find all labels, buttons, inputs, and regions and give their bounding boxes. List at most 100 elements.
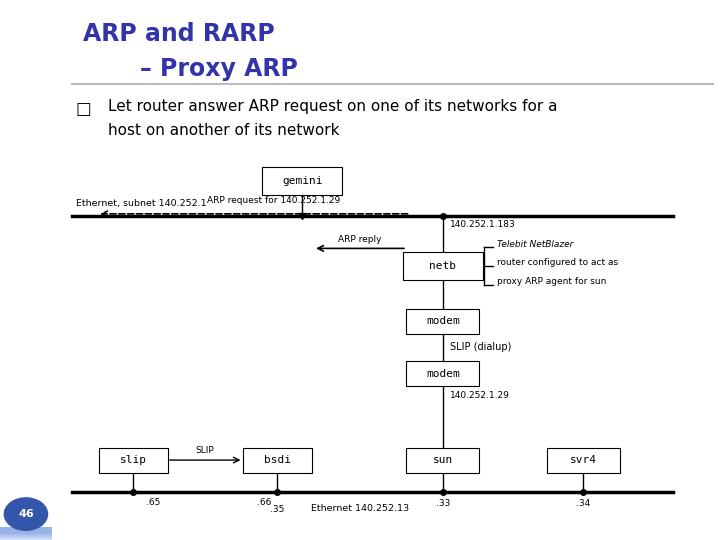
Bar — [0, 530, 52, 536]
FancyBboxPatch shape — [243, 448, 312, 472]
Text: .33: .33 — [436, 499, 450, 508]
Text: □: □ — [76, 100, 91, 118]
Text: .35: .35 — [270, 505, 284, 515]
Bar — [0, 529, 52, 536]
Bar — [0, 528, 52, 535]
Bar — [0, 532, 52, 539]
Bar — [0, 531, 52, 537]
Bar — [0, 530, 52, 537]
Bar — [0, 530, 52, 537]
Text: ARP request for 140.252.1.29: ARP request for 140.252.1.29 — [207, 196, 341, 205]
Bar — [0, 529, 52, 536]
Bar — [0, 529, 52, 536]
Bar — [0, 532, 52, 539]
Bar — [0, 533, 52, 540]
Bar — [0, 526, 52, 534]
Bar — [0, 527, 52, 534]
Bar — [0, 528, 52, 535]
Bar — [0, 526, 52, 534]
Bar — [0, 530, 52, 537]
Text: netb: netb — [429, 261, 456, 271]
Text: slip: slip — [120, 455, 147, 465]
Text: 140.252.1.29: 140.252.1.29 — [450, 391, 510, 400]
Bar — [0, 529, 52, 536]
Bar — [0, 533, 52, 539]
Bar — [0, 529, 52, 536]
Bar — [0, 528, 52, 535]
Text: host on another of its network: host on another of its network — [108, 123, 340, 138]
Text: Telebit NetBlazer: Telebit NetBlazer — [498, 240, 574, 248]
Text: .66: .66 — [257, 498, 271, 507]
Bar — [0, 532, 52, 539]
FancyBboxPatch shape — [403, 252, 482, 280]
Bar — [0, 528, 52, 535]
FancyBboxPatch shape — [406, 448, 480, 472]
Bar — [0, 530, 52, 536]
Text: 46: 46 — [18, 509, 34, 519]
Text: sun: sun — [433, 455, 453, 465]
Bar — [0, 532, 52, 539]
Text: SLIP: SLIP — [196, 446, 215, 455]
Text: Ethernet 140.252.13: Ethernet 140.252.13 — [311, 504, 409, 514]
Circle shape — [4, 498, 48, 530]
Text: – Proxy ARP: – Proxy ARP — [140, 57, 298, 80]
FancyBboxPatch shape — [262, 167, 343, 195]
Bar — [0, 528, 52, 534]
Bar — [0, 532, 52, 538]
Bar — [0, 532, 52, 539]
Text: proxy ARP agent for sun: proxy ARP agent for sun — [498, 278, 606, 286]
Bar — [0, 528, 52, 535]
Bar — [0, 531, 52, 537]
Text: modem: modem — [426, 369, 459, 379]
Bar — [0, 528, 52, 534]
Bar — [0, 528, 52, 535]
Bar — [0, 531, 52, 538]
Bar — [0, 527, 52, 534]
Bar — [0, 528, 52, 535]
Bar — [0, 532, 52, 539]
Bar — [0, 528, 52, 535]
Bar — [0, 530, 52, 536]
Bar — [0, 531, 52, 538]
Bar — [0, 529, 52, 536]
Bar — [0, 530, 52, 537]
Bar — [0, 531, 52, 538]
Text: SLIP (dialup): SLIP (dialup) — [450, 342, 511, 353]
Bar — [0, 530, 52, 537]
FancyBboxPatch shape — [547, 448, 620, 472]
Text: Let router answer ARP request on one of its networks for a: Let router answer ARP request on one of … — [108, 99, 557, 114]
Bar — [0, 528, 52, 535]
Bar — [0, 530, 52, 537]
Bar — [0, 527, 52, 534]
FancyBboxPatch shape — [406, 361, 480, 386]
Bar — [0, 528, 52, 535]
Bar — [0, 527, 52, 534]
Bar — [0, 529, 52, 536]
Bar — [0, 526, 52, 534]
Bar — [0, 532, 52, 539]
Bar — [0, 532, 52, 538]
Bar — [0, 529, 52, 536]
Bar — [0, 531, 52, 538]
Bar — [0, 531, 52, 538]
Bar — [0, 534, 52, 540]
Bar — [0, 531, 52, 537]
Bar — [0, 533, 52, 539]
Bar — [0, 530, 52, 537]
Text: .65: .65 — [146, 498, 161, 507]
Bar — [0, 529, 52, 536]
Bar — [0, 529, 52, 536]
Bar — [0, 532, 52, 539]
Bar — [0, 530, 52, 537]
Text: svr4: svr4 — [570, 455, 597, 465]
FancyBboxPatch shape — [99, 448, 168, 472]
Bar — [0, 533, 52, 539]
Text: 140.252.1.183: 140.252.1.183 — [450, 220, 516, 230]
FancyBboxPatch shape — [406, 309, 480, 334]
Bar — [0, 532, 52, 538]
Bar — [0, 529, 52, 535]
Bar — [0, 533, 52, 540]
Text: bsdi: bsdi — [264, 455, 291, 465]
Bar — [0, 531, 52, 538]
Bar — [0, 533, 52, 540]
